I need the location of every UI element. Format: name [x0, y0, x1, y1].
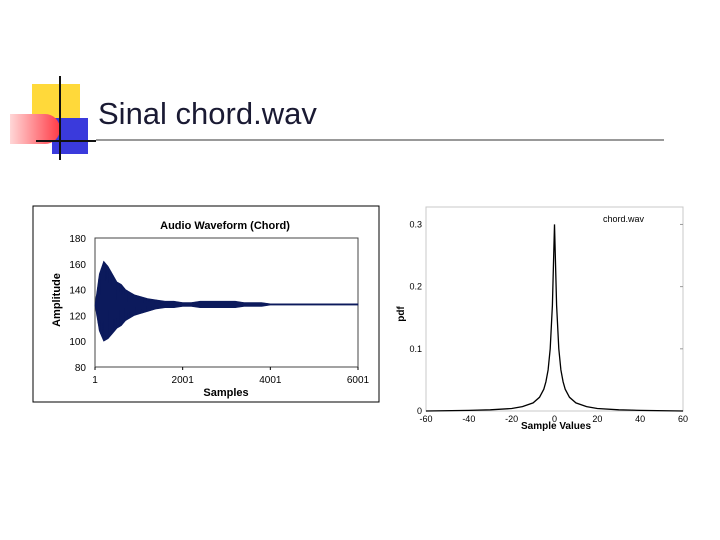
waveform-xtick-label: 2001: [172, 375, 195, 386]
pdf-ylabel: pdf: [396, 306, 407, 322]
waveform-ytick-label: 80: [75, 363, 87, 374]
waveform-ytick-label: 180: [69, 234, 86, 245]
pdf-xtick-label: -60: [419, 414, 432, 424]
pdf-xtick-label: -20: [505, 414, 518, 424]
page-title: Sinal chord.wav: [98, 96, 317, 131]
waveform-xtick-label: 1: [92, 375, 98, 386]
waveform-xtick-label: 4001: [259, 375, 282, 386]
waveform-title: Audio Waveform (Chord): [160, 220, 290, 232]
pdf-ytick-label: 0.2: [409, 282, 422, 292]
pdf-xtick-label: 0: [552, 414, 557, 424]
pdf-series-line: [425, 224, 684, 412]
pdf-ytick-label: 0.3: [409, 219, 422, 229]
deco-vertical-line: [59, 76, 61, 160]
waveform-ytick-label: 160: [69, 260, 86, 271]
waveform-ytick-label: 120: [69, 311, 86, 322]
waveform-ylabel: Amplitude: [51, 273, 63, 327]
waveform-ytick-label: 140: [69, 286, 86, 297]
waveform-xtick-label: 6001: [347, 375, 370, 386]
pdf-xtick-label: 20: [592, 414, 602, 424]
pdf-ytick-label: 0: [417, 406, 422, 416]
waveform-chart: Audio Waveform (Chord) 180 160 140 120 100 80…: [32, 205, 380, 403]
title-rule: [96, 139, 664, 141]
pdf-xtick-label: -40: [462, 414, 475, 424]
waveform-xlabel: Samples: [203, 387, 248, 399]
pdf-xtick-label: 60: [678, 414, 688, 424]
pdf-ytick-label: 0.1: [409, 344, 422, 354]
deco-horizontal-line: [36, 140, 96, 142]
pdf-xlabel: Sample Values: [521, 421, 591, 432]
waveform-envelope: [94, 260, 359, 342]
pdf-legend-entry: chord.wav: [603, 214, 645, 224]
pdf-chart: chord.wav 0.3 0.2 0.1 0 -60 -40 -20 0 20 40 60 Sa…: [396, 206, 688, 432]
deco-red-bar: [10, 114, 60, 144]
waveform-oscillation: [94, 261, 162, 341]
waveform-ytick-label: 100: [69, 337, 86, 348]
pdf-xtick-label: 40: [635, 414, 645, 424]
